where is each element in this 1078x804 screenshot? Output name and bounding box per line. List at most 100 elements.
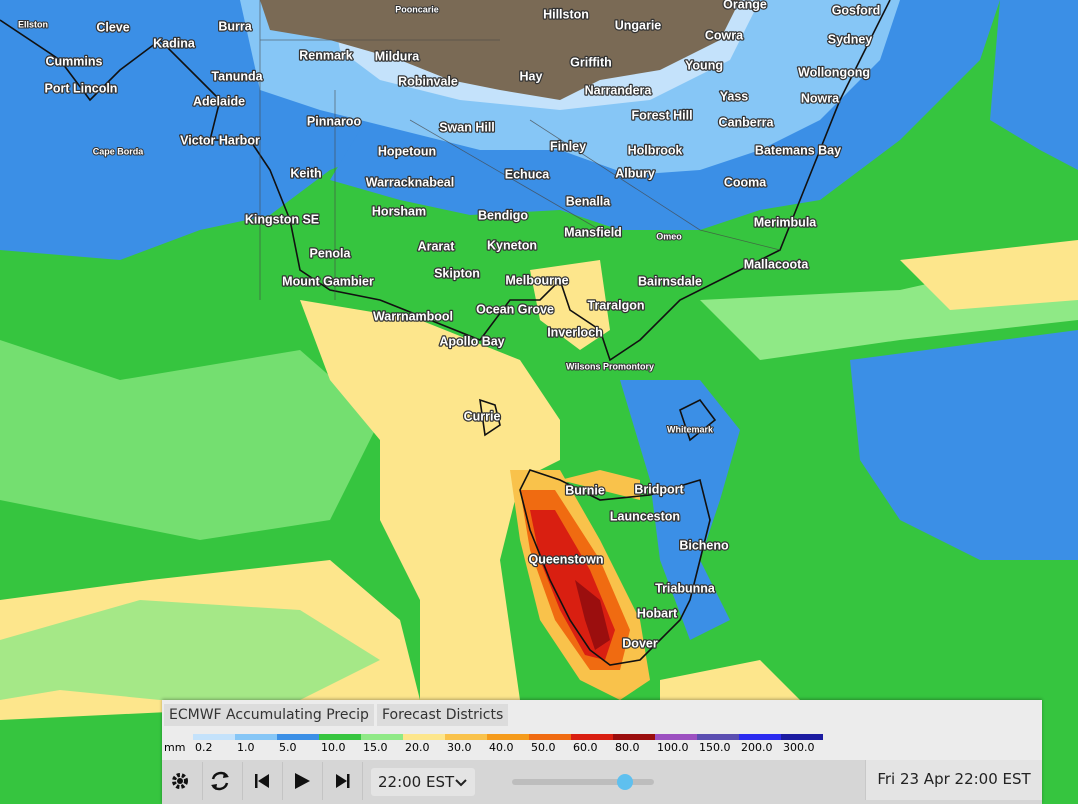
place-label: Bairnsdale xyxy=(638,274,702,288)
legend-label: 150.0 xyxy=(699,741,731,754)
place-label: Dover xyxy=(622,636,658,650)
place-label: Queenstown xyxy=(528,552,603,566)
place-label: Mallacoota xyxy=(744,257,810,271)
legend-swatch xyxy=(319,734,361,740)
legend-swatch xyxy=(529,734,571,740)
place-label: Ellston xyxy=(18,19,48,29)
place-label: Echuca xyxy=(505,167,551,181)
place-label: Narrandera xyxy=(585,83,653,97)
place-label: Ocean Grove xyxy=(476,302,554,316)
place-label: Adelaide xyxy=(193,94,245,108)
place-label: Albury xyxy=(615,166,655,180)
place-label: Bridport xyxy=(634,482,684,496)
place-label: Renmark xyxy=(299,48,353,62)
legend-label: 15.0 xyxy=(363,741,388,754)
settings-button[interactable] xyxy=(162,762,203,800)
legend-label: 20.0 xyxy=(405,741,430,754)
legend-swatch xyxy=(739,734,781,740)
place-label: Hopetoun xyxy=(378,144,436,158)
layer-tab[interactable]: Forecast Districts xyxy=(377,704,509,726)
place-label: Hillston xyxy=(543,7,589,21)
legend-label: 40.0 xyxy=(489,741,514,754)
play-button[interactable] xyxy=(282,762,323,800)
place-label: Penola xyxy=(310,246,352,260)
legend-swatch xyxy=(655,734,697,740)
place-label: Wilsons Promontory xyxy=(566,361,654,371)
place-label: Keith xyxy=(290,166,321,180)
place-label: Robinvale xyxy=(398,74,458,88)
place-label: Inverloch xyxy=(547,325,603,339)
legend-label: 50.0 xyxy=(531,741,556,754)
place-label: Merimbula xyxy=(754,215,818,229)
place-label: Ungarie xyxy=(615,18,662,32)
legend-label: 200.0 xyxy=(741,741,773,754)
place-label: Traralgon xyxy=(588,298,645,312)
place-label: Victor Harbor xyxy=(180,133,260,147)
place-label: Orange xyxy=(723,0,767,11)
layer-tab[interactable]: ECMWF Accumulating Precip xyxy=(164,704,374,726)
place-label: Canberra xyxy=(719,115,775,129)
legend-label: 60.0 xyxy=(573,741,598,754)
time-slider[interactable] xyxy=(510,770,660,794)
place-label: Hobart xyxy=(637,606,678,620)
legend-swatch xyxy=(571,734,613,740)
place-label: Bendigo xyxy=(478,208,528,222)
previous-button[interactable] xyxy=(242,762,283,800)
legend-swatch xyxy=(193,734,235,740)
place-label: Cape Borda xyxy=(93,146,145,156)
legend-label: 100.0 xyxy=(657,741,689,754)
place-labels: Ellston Cleve Burra Pooncarie Hillston Ungari… xyxy=(17,0,882,651)
next-button[interactable] xyxy=(322,762,363,800)
legend-swatch xyxy=(445,734,487,740)
legend-swatch xyxy=(403,734,445,740)
place-label: Holbrook xyxy=(628,143,683,157)
legend-swatch xyxy=(781,734,823,740)
datetime: Fri 23 Apr 22:00 EST xyxy=(865,760,1042,800)
legend-label: 80.0 xyxy=(615,741,640,754)
legend-swatch xyxy=(361,734,403,740)
place-label: Warracknabeal xyxy=(366,175,454,189)
place-label: Hay xyxy=(520,69,543,83)
place-label: Omeo xyxy=(656,231,682,241)
place-label: Yass xyxy=(720,89,749,103)
place-label: Sydney xyxy=(828,32,873,46)
place-label: Finley xyxy=(550,139,586,153)
place-label: Wollongong xyxy=(798,65,870,79)
place-label: Gosford xyxy=(832,3,881,17)
place-label: Batemans Bay xyxy=(755,143,841,157)
place-label: Benalla xyxy=(566,194,612,208)
place-label: Triabunna xyxy=(655,581,716,595)
place-label: Cooma xyxy=(724,175,767,189)
place-label: Tanunda xyxy=(211,69,263,83)
place-label: Horsham xyxy=(372,204,426,218)
place-label: Forest Hill xyxy=(631,108,692,122)
legend-label: 5.0 xyxy=(279,741,297,754)
place-label: Young xyxy=(685,58,723,72)
place-label: Mount Gambier xyxy=(282,274,374,288)
place-label: Griffith xyxy=(570,55,612,69)
legend-swatch xyxy=(235,734,277,740)
place-label: Mildura xyxy=(375,49,420,63)
place-label: Swan Hill xyxy=(439,120,495,134)
place-label: Pooncarie xyxy=(395,4,439,14)
legend-swatch xyxy=(697,734,739,740)
place-label: Melbourne xyxy=(505,273,568,287)
control-bar: 22:00 EST Fri 23 Apr 22:00 EST xyxy=(162,760,1042,804)
place-label: Nowra xyxy=(801,91,840,105)
place-label: Kyneton xyxy=(487,238,537,252)
place-label: Skipton xyxy=(434,266,480,280)
place-label: Cowra xyxy=(705,28,744,42)
legend-label: 0.2 xyxy=(195,741,213,754)
place-label: Cummins xyxy=(46,54,103,68)
legend-unit: mm xyxy=(164,741,186,754)
refresh-button[interactable] xyxy=(202,762,243,800)
legend-label: 10.0 xyxy=(321,741,346,754)
place-label: Burra xyxy=(218,19,252,33)
time-select-value: 22:00 EST xyxy=(378,773,455,791)
time-select[interactable]: 22:00 EST xyxy=(371,768,475,796)
legend-label: 300.0 xyxy=(783,741,815,754)
legend-swatch xyxy=(613,734,655,740)
place-label: Kadina xyxy=(153,36,196,50)
